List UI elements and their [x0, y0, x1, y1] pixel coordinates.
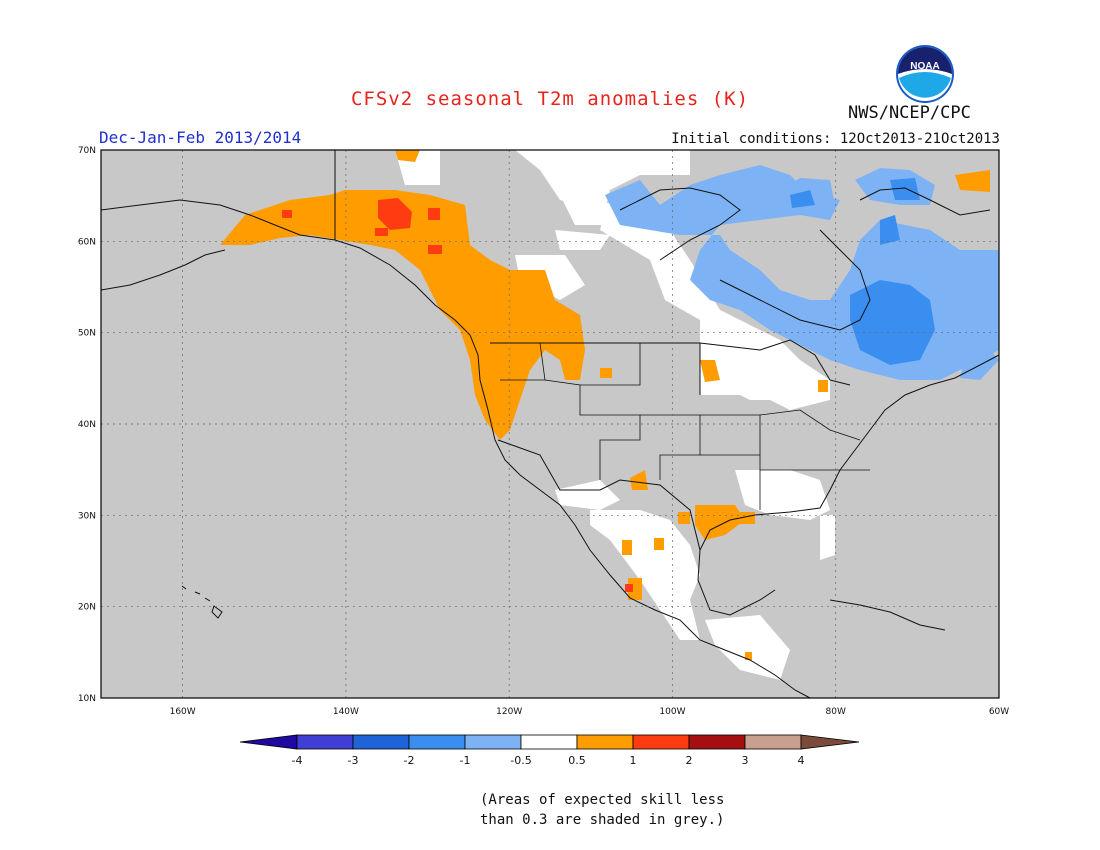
lat-label: 30N [78, 511, 96, 521]
lat-label: 70N [78, 146, 96, 156]
colorbar-labels: -4 -3 -2 -1 -0.5 0.5 1 2 3 4 [292, 754, 805, 767]
coastlines [100, 150, 1000, 699]
skill-note-line-2: than 0.3 are shaded in grey.) [480, 812, 725, 828]
colorbar-swatch [744, 734, 802, 750]
lon-label: 140W [333, 707, 359, 717]
lat-label: 20N [78, 603, 96, 613]
colorbar-arrow-right [800, 734, 860, 750]
hawaii-islands [181, 585, 223, 619]
gridlines [101, 150, 999, 698]
state-borders [500, 342, 870, 510]
colorbar-label: 1 [630, 754, 637, 767]
lon-label: 120W [496, 707, 522, 717]
agency-label: NWS/NCEP/CPC [848, 103, 971, 123]
lon-label: 80W [826, 707, 846, 717]
chart-title: CFSv2 seasonal T2m anomalies (K) [350, 88, 750, 110]
skill-note: (Areas of expected skill less than 0.3 a… [480, 790, 724, 830]
lat-label: 40N [78, 420, 96, 430]
map-frame [100, 149, 1000, 699]
colorbar-swatch [296, 734, 354, 750]
colorbar-swatch [352, 734, 410, 750]
colorbar [239, 734, 860, 750]
lon-label: 160W [170, 707, 196, 717]
longitude-labels: 160W 140W 120W 100W 80W 60W [170, 707, 1010, 717]
skill-note-line-1: (Areas of expected skill less [480, 792, 725, 808]
warm-anomaly-red [282, 198, 633, 592]
lat-label: 50N [78, 329, 96, 339]
colorbar-label: -2 [404, 754, 415, 767]
colorbar-label: 4 [798, 754, 805, 767]
colorbar-label: 0.5 [568, 754, 586, 767]
colorbar-swatch [464, 734, 522, 750]
warm-anomaly-orange [220, 150, 990, 660]
colorbar-swatch [632, 734, 690, 750]
colorbar-swatch [688, 734, 746, 750]
colorbar-swatch [576, 734, 634, 750]
latitude-labels: 70N 60N 50N 40N 30N 20N 10N [78, 146, 96, 704]
initial-conditions: Initial conditions: 12Oct2013-21Oct2013 [671, 131, 1000, 147]
noaa-logo: NOAA [896, 45, 954, 103]
lon-label: 100W [659, 707, 685, 717]
lat-label: 10N [78, 694, 96, 704]
cold-anomaly-medium [790, 178, 935, 365]
colorbar-label: -0.5 [510, 754, 531, 767]
lon-label: 60W [989, 707, 1009, 717]
colorbar-label: 2 [686, 754, 693, 767]
noaa-logo-text: NOAA [910, 61, 939, 72]
colorbar-label: -3 [348, 754, 359, 767]
lat-label: 60N [78, 237, 96, 247]
colorbar-label: -4 [292, 754, 303, 767]
colorbar-swatch [408, 734, 466, 750]
colorbar-label: -1 [460, 754, 471, 767]
colorbar-swatch [520, 734, 578, 750]
forecast-period: Dec-Jan-Feb 2013/2014 [99, 128, 302, 147]
colorbar-arrow-left [239, 734, 298, 750]
colorbar-label: 3 [742, 754, 749, 767]
